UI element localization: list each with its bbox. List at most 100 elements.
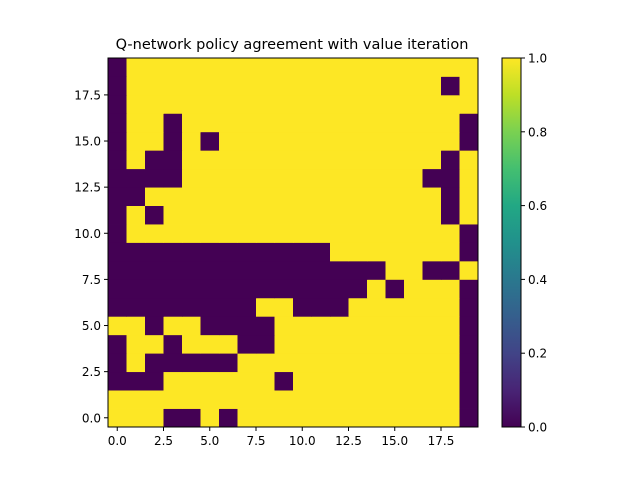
y-tick-label: 15.0	[74, 135, 101, 149]
heatmap-cell	[274, 58, 294, 77]
heatmap-cell	[293, 224, 312, 243]
heatmap-cell	[441, 94, 460, 114]
heatmap-cell	[182, 390, 201, 409]
heatmap-cell	[385, 279, 405, 299]
heatmap-cell	[126, 94, 146, 114]
heatmap-cell	[293, 187, 312, 206]
heatmap-cell	[108, 334, 127, 354]
heatmap-cell	[274, 371, 294, 391]
heatmap-cell	[459, 131, 479, 151]
heatmap-cell	[274, 408, 294, 428]
heatmap-cell	[256, 58, 275, 77]
heatmap-cell	[385, 260, 405, 280]
heatmap-cell	[459, 353, 479, 373]
colorbar	[501, 57, 522, 428]
heatmap-cell	[404, 58, 423, 77]
heatmap-cell	[219, 76, 238, 96]
heatmap-cell	[126, 353, 146, 373]
heatmap-cell	[293, 131, 312, 151]
heatmap-cell	[219, 408, 238, 428]
heatmap-cell	[441, 260, 460, 280]
heatmap-cell	[237, 224, 257, 243]
heatmap-cell	[274, 76, 294, 96]
heatmap-cell	[348, 279, 368, 299]
heatmap-cell	[404, 242, 423, 262]
heatmap-cell	[404, 187, 423, 206]
y-axis: 0.0 2.5 5.0 7.5 10.0 12.5 15.0 17.5	[74, 88, 108, 425]
heatmap-cell	[256, 224, 275, 243]
x-tick-label: 5.0	[200, 434, 219, 448]
heatmap-cell	[441, 131, 460, 151]
heatmap-cell	[200, 205, 220, 225]
heatmap-cell	[163, 279, 183, 299]
heatmap-cell	[404, 205, 423, 225]
heatmap-cell	[200, 260, 220, 280]
heatmap-cell	[348, 150, 368, 170]
heatmap-cell	[145, 408, 164, 428]
heatmap-cell	[441, 390, 460, 409]
heatmap-cell	[126, 205, 146, 225]
heatmap-cell	[274, 94, 294, 114]
heatmap-cell	[330, 242, 349, 262]
heatmap-cell	[348, 205, 368, 225]
heatmap-cell	[108, 297, 127, 317]
heatmap-cell	[348, 168, 368, 188]
heatmap-cell	[108, 316, 127, 336]
heatmap-cell	[145, 353, 164, 373]
heatmap-cell	[256, 94, 275, 114]
heatmap-cell	[219, 371, 238, 391]
heatmap-cell	[385, 408, 405, 428]
heatmap-cell	[348, 224, 368, 243]
heatmap-cell	[330, 316, 349, 336]
heatmap-cell	[163, 113, 183, 133]
heatmap-cell	[126, 242, 146, 262]
heatmap-cell	[367, 150, 386, 170]
heatmap-cell	[441, 334, 460, 354]
heatmap-cell	[108, 224, 127, 243]
heatmap-cell	[182, 205, 201, 225]
heatmap-cell	[311, 334, 331, 354]
heatmap-cell	[293, 94, 312, 114]
x-tick-label: 12.5	[335, 434, 362, 448]
heatmap-cell	[237, 242, 257, 262]
heatmap-cell	[126, 224, 146, 243]
heatmap-cell	[385, 187, 405, 206]
heatmap-cell	[200, 408, 220, 428]
heatmap-cell	[182, 224, 201, 243]
heatmap-cell	[182, 58, 201, 77]
heatmap-cell	[237, 58, 257, 77]
heatmap-cell	[293, 242, 312, 262]
heatmap-cell	[385, 316, 405, 336]
heatmap-cell	[163, 334, 183, 354]
heatmap-cell	[348, 242, 368, 262]
heatmap-cell	[459, 205, 479, 225]
heatmap-cell	[330, 76, 349, 96]
heatmap-cell	[459, 334, 479, 354]
heatmap-cell	[145, 168, 164, 188]
heatmap-cell	[200, 297, 220, 317]
heatmap-cell	[200, 168, 220, 188]
heatmap-cell	[330, 279, 349, 299]
heatmap-cell	[441, 76, 460, 96]
heatmap-cell	[311, 168, 331, 188]
heatmap-cell	[200, 76, 220, 96]
heatmap-cell	[459, 297, 479, 317]
heatmap-cell	[274, 297, 294, 317]
heatmap-cell	[311, 150, 331, 170]
y-tick-label: 2.5	[82, 365, 101, 379]
heatmap-cell	[182, 353, 201, 373]
heatmap-cell	[441, 205, 460, 225]
heatmap-cell	[256, 205, 275, 225]
heatmap-cell	[348, 297, 368, 317]
heatmap-cell	[385, 371, 405, 391]
heatmap-cell	[182, 316, 201, 336]
heatmap-cell	[422, 131, 442, 151]
heatmap-cell	[237, 76, 257, 96]
heatmap-cell	[330, 390, 349, 409]
x-tick-label: 2.5	[154, 434, 173, 448]
heatmap-cell	[145, 371, 164, 391]
heatmap-cell	[145, 131, 164, 151]
heatmap-cell	[311, 279, 331, 299]
heatmap-cell	[441, 297, 460, 317]
heatmap-cell	[163, 150, 183, 170]
